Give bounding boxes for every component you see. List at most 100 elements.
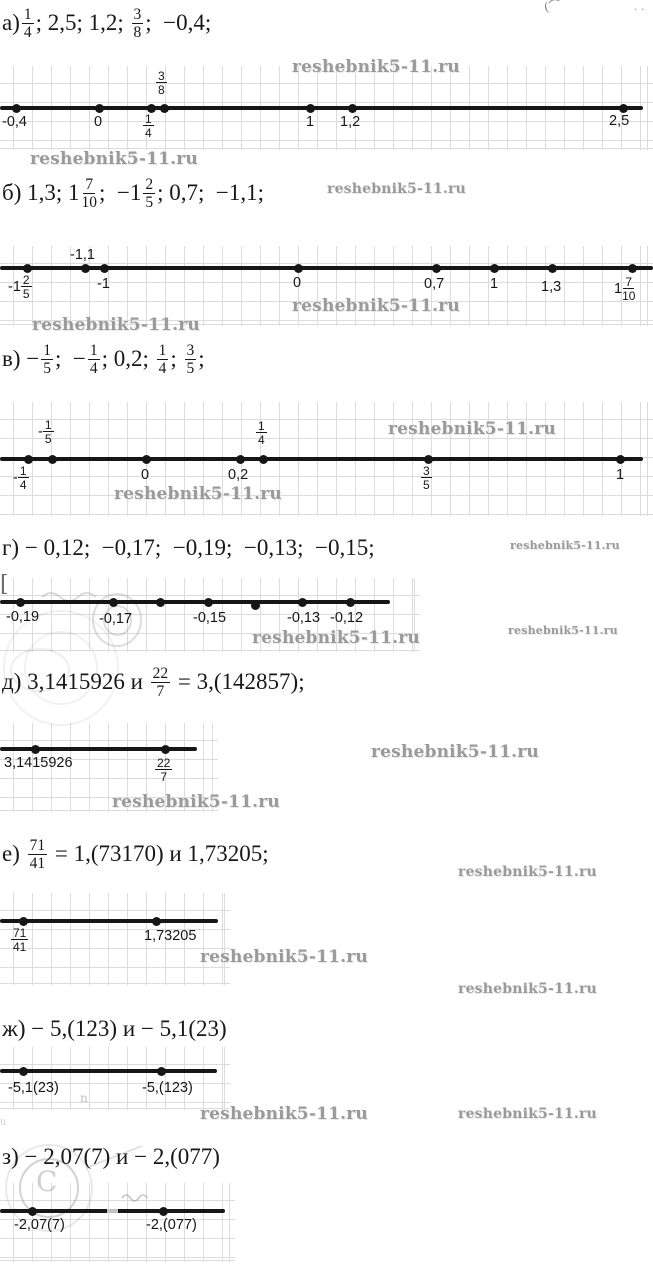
math-text: ж) − 5,(123) и − 5,1(23) <box>2 1016 227 1041</box>
point-dot <box>619 104 628 113</box>
fraction-numerator: 3 <box>156 69 167 84</box>
point-label: 1 <box>306 114 314 130</box>
math-text: -1 <box>97 276 110 292</box>
point-label: 0,7 <box>424 276 444 292</box>
math-text: 0 <box>94 114 103 130</box>
math-text: - <box>38 424 43 441</box>
problem-heading-v: в) −1 5; −1 4; 0,2; 1 4; 3 5; <box>2 342 205 376</box>
math-text: 0 <box>141 467 150 483</box>
math-text: 0,7 <box>424 276 445 292</box>
point-dot <box>490 264 499 273</box>
math-text: ; <box>198 345 205 371</box>
grid-paper <box>0 246 653 326</box>
point-dot <box>19 1067 28 1076</box>
fraction-numerator: 71 <box>27 837 48 855</box>
number-line <box>0 1069 217 1073</box>
fraction-numerator: 1 <box>41 342 53 360</box>
fraction-numerator: 1 <box>21 6 34 24</box>
point-label: 0,2 <box>228 467 248 483</box>
math-text: б) 1,3; 1 <box>2 179 80 205</box>
fraction-denominator: 5 <box>43 359 51 377</box>
point-label: 1 <box>490 276 498 292</box>
fraction: 7 10 <box>82 177 98 211</box>
math-text: -2,(077) <box>146 1217 197 1233</box>
point-label: 0 <box>293 275 301 291</box>
site-watermark: reshebnik5-11.ru <box>292 57 460 77</box>
fraction-denominator: 8 <box>133 23 142 41</box>
number-line <box>0 747 197 751</box>
point-dot <box>160 104 169 113</box>
grid-paper <box>0 1183 235 1262</box>
number-line <box>0 600 390 604</box>
math-text: ; 0,2; <box>101 345 155 371</box>
point-dot <box>31 745 40 754</box>
math-text: = 3,(142857); <box>172 668 305 694</box>
point-dot <box>95 104 104 113</box>
fraction-numerator: 3 <box>131 6 144 24</box>
math-text: 3,1415926 <box>4 755 73 771</box>
math-text: -0,15 <box>193 610 227 626</box>
corner-dots-mark: · · <box>634 3 645 16</box>
fraction: 7 10 <box>622 276 635 303</box>
math-text: 2,5 <box>609 113 630 129</box>
point-label: -5,(123) <box>142 1080 193 1096</box>
point-dot <box>424 455 433 464</box>
math-text: ; 0,7; −1,1; <box>157 179 265 205</box>
site-watermark: reshebnik5-11.ru <box>388 419 556 439</box>
fraction-denominator: 4 <box>89 359 98 377</box>
math-text: -5,1(23) <box>8 1080 59 1096</box>
number-line <box>0 106 643 110</box>
number-line <box>0 266 653 270</box>
fraction-numerator: 7 <box>83 176 96 194</box>
site-watermark: reshebnik5-11.ru <box>200 1104 368 1124</box>
math-text: -0,17 <box>99 611 133 627</box>
fraction-numerator: 3 <box>421 464 432 479</box>
point-dot <box>142 455 151 464</box>
point-label: 22 7 <box>155 757 173 783</box>
math-text: -5,(123) <box>142 1080 193 1096</box>
problem-heading-g: г) − 0,12; −0,17; −0,19; −0,13; −0,15; <box>2 535 375 561</box>
point-label: -0,12 <box>330 610 363 626</box>
problem-heading-zh: ж) − 5,(123) и − 5,1(23) <box>2 1016 227 1042</box>
point-dot <box>204 598 213 607</box>
point-label: 1,73205 <box>144 928 196 944</box>
point-dot <box>259 455 268 464</box>
math-text: -1,1 <box>70 247 95 263</box>
fraction-denominator: 4 <box>258 433 265 448</box>
point-label: -2,07(7) <box>14 1217 65 1233</box>
fraction-denominator: 41 <box>13 940 27 955</box>
fraction: 22 7 <box>155 757 173 783</box>
fraction-numerator: 71 <box>11 926 29 941</box>
point-label: 1 7 10 <box>614 276 635 303</box>
point-dot <box>16 598 25 607</box>
point-label: 71 41 <box>11 926 29 955</box>
problem-heading-d: д) 3,1415926 и 22 7 = 3,(142857); <box>2 665 305 699</box>
fraction-numerator: 1 <box>156 342 169 360</box>
site-watermark: reshebnik5-11.ru <box>508 624 618 637</box>
math-text: г) − 0,12; −0,17; −0,19; −0,13; −0,15; <box>2 535 375 560</box>
number-line <box>0 919 218 923</box>
problem-heading-e: е) 71 41 = 1,(73170) и 1,73205; <box>2 837 269 871</box>
point-dot <box>147 104 156 113</box>
fraction-denominator: 4 <box>158 359 167 377</box>
point-dot <box>109 598 118 607</box>
math-text: ; −0,4; <box>145 9 212 35</box>
site-watermark: reshebnik5-11.ru <box>510 539 620 552</box>
point-label: 0 <box>94 114 102 130</box>
point-label: 2,5 <box>609 113 629 129</box>
point-dot <box>294 264 303 273</box>
fraction-denominator: 4 <box>145 126 152 141</box>
point-dot <box>159 1207 168 1216</box>
fraction-denominator: 5 <box>145 193 154 211</box>
point-label: 0 <box>141 467 149 483</box>
math-text: з) − 2,07(7) и − 2,(077) <box>2 1144 220 1169</box>
